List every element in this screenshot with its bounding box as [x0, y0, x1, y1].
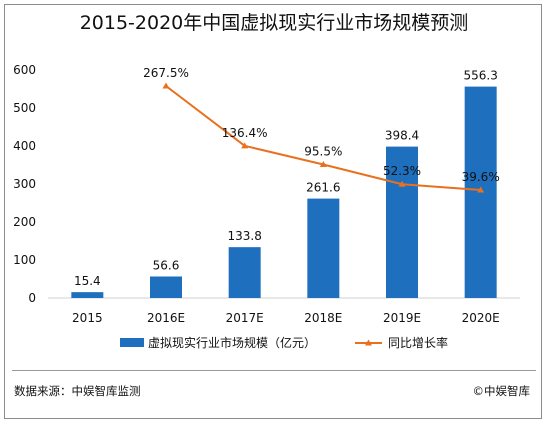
bar — [228, 247, 261, 298]
growth-rate-label: 136.4% — [222, 126, 268, 140]
x-tick-label: 2019E — [383, 311, 421, 325]
growth-rate-label: 267.5% — [143, 66, 189, 80]
legend-line-marker — [365, 339, 372, 346]
growth-rate-label: 95.5% — [304, 144, 342, 158]
y-tick-label: 300 — [13, 177, 36, 191]
bar — [150, 276, 182, 298]
growth-rate-point — [398, 180, 406, 187]
bar-value-label: 556.3 — [463, 69, 497, 83]
growth-rate-point — [319, 160, 327, 167]
growth-rate-label: 39.6% — [462, 170, 500, 184]
x-tick-label: 2017E — [226, 311, 264, 325]
bar — [71, 292, 104, 298]
x-tick-label: 2016E — [147, 311, 185, 325]
footer-divider — [12, 370, 536, 371]
growth-rate-label: 52.3% — [383, 164, 421, 178]
x-tick-label: 2015 — [72, 311, 103, 325]
growth-rate-point — [477, 186, 485, 193]
x-tick-label: 2018E — [304, 311, 342, 325]
bar-value-label: 133.8 — [227, 229, 261, 243]
bar — [386, 146, 418, 298]
y-tick-label: 0 — [28, 291, 36, 305]
copyright: ©中娱智库 — [472, 384, 531, 398]
chart-frame — [4, 4, 542, 419]
y-tick-label: 400 — [13, 139, 36, 153]
y-tick-label: 600 — [13, 63, 36, 77]
legend-line-label: 同比增长率 — [388, 335, 448, 350]
growth-rate-line — [165, 85, 481, 191]
legend-bar-label: 虚拟现实行业市场规模（亿元） — [148, 335, 316, 350]
bar-value-label: 15.4 — [74, 274, 101, 288]
y-tick-label: 100 — [13, 253, 36, 267]
data-source: 数据来源：中娱智库监测 — [14, 384, 141, 398]
bar-value-label: 261.6 — [306, 181, 340, 195]
legend-bar-swatch — [120, 338, 144, 347]
growth-rate-point — [162, 82, 170, 89]
y-tick-label: 500 — [13, 101, 36, 115]
growth-rate-point — [241, 142, 249, 149]
chart-title: 2015-2020年中国虚拟现实行业市场规模预测 — [79, 12, 469, 34]
x-tick-label: 2020E — [462, 311, 500, 325]
bar — [307, 198, 340, 298]
bar-value-label: 398.4 — [385, 129, 419, 143]
y-tick-label: 200 — [13, 215, 36, 229]
bar-value-label: 56.6 — [153, 258, 180, 272]
